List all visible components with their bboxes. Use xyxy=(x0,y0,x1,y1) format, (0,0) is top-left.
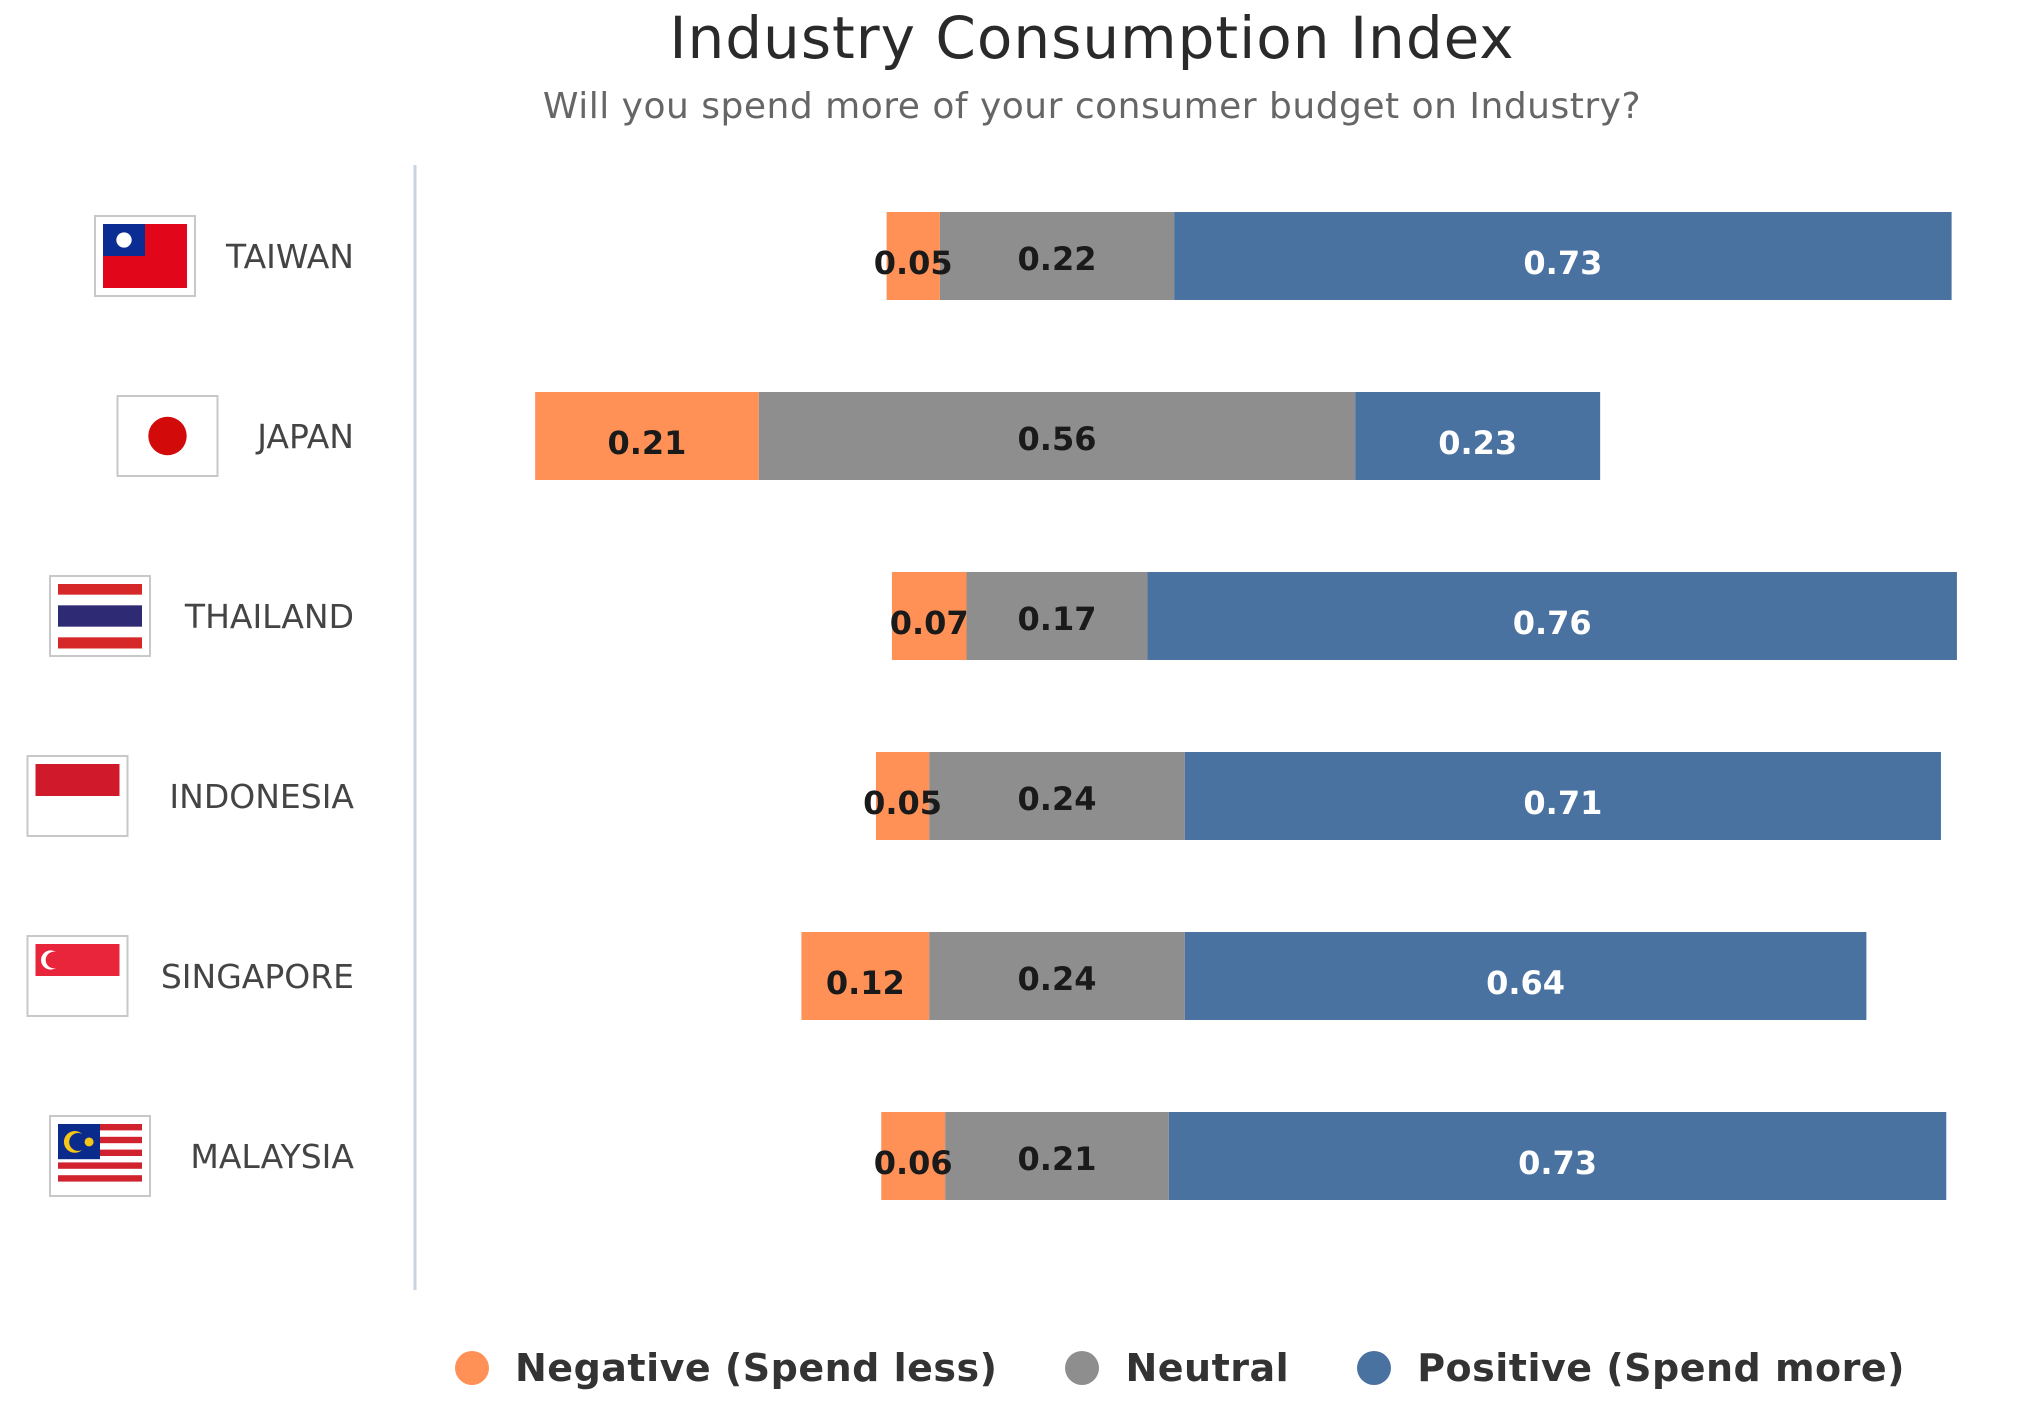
data-label-negative-malaysia: 0.06 xyxy=(874,1144,953,1182)
data-label-negative-japan: 0.21 xyxy=(607,424,686,462)
data-label-positive-singapore: 0.64 xyxy=(1486,964,1565,1002)
malaysia-flag-icon xyxy=(49,1115,151,1197)
thailand-flag-icon xyxy=(49,575,151,657)
legend-marker-positive xyxy=(1357,1351,1392,1385)
category-label-thailand: THAILAND xyxy=(184,597,354,636)
bar-negative-singapore[interactable] xyxy=(801,932,930,1020)
chart-subtitle: Will you spend more of your consumer bud… xyxy=(542,86,1642,127)
bar-neutral-taiwan[interactable] xyxy=(939,212,1175,300)
data-label-negative-taiwan: 0.05 xyxy=(874,244,953,282)
bar-positive-indonesia[interactable] xyxy=(1184,752,1941,840)
data-label-positive-thailand: 0.76 xyxy=(1513,604,1592,642)
data-label-positive-taiwan: 0.73 xyxy=(1523,244,1602,282)
bar-positive-japan[interactable] xyxy=(1355,392,1601,480)
data-label-neutral-thailand: 0.17 xyxy=(1018,600,1097,638)
legend-item-positive[interactable]: Positive (Spend more) xyxy=(1357,1346,1905,1390)
bar-negative-malaysia[interactable] xyxy=(881,1112,946,1200)
chart-legend: Negative (Spend less) Neutral Positive (… xyxy=(455,1338,1973,1398)
bar-positive-malaysia[interactable] xyxy=(1168,1112,1947,1200)
category-label-indonesia: INDONESIA xyxy=(169,777,354,816)
legend-item-neutral[interactable]: Neutral xyxy=(1065,1346,1289,1390)
japan-flag-icon xyxy=(116,395,219,477)
data-label-negative-indonesia: 0.05 xyxy=(863,784,942,822)
bar-positive-thailand[interactable] xyxy=(1147,572,1957,660)
legend-label-neutral: Neutral xyxy=(1125,1346,1290,1390)
bar-neutral-indonesia[interactable] xyxy=(929,752,1185,840)
bar-positive-singapore[interactable] xyxy=(1184,932,1867,1020)
bar-negative-indonesia[interactable] xyxy=(875,752,930,840)
legend-item-negative[interactable]: Negative (Spend less) xyxy=(455,1346,997,1390)
data-label-positive-japan: 0.23 xyxy=(1438,424,1517,462)
indonesia-flag-icon xyxy=(26,755,129,837)
chart-title: Industry Consumption Index xyxy=(669,4,1515,72)
category-label-japan: JAPAN xyxy=(255,417,354,456)
legend-marker-neutral xyxy=(1065,1351,1100,1385)
legend-marker-negative xyxy=(455,1351,489,1385)
data-label-neutral-singapore: 0.24 xyxy=(1018,960,1097,998)
data-label-negative-singapore: 0.12 xyxy=(826,964,905,1002)
singapore-flag-icon xyxy=(26,935,129,1017)
legend-label-positive: Positive (Spend more) xyxy=(1417,1346,1906,1390)
taiwan-flag-icon xyxy=(94,215,196,297)
bar-negative-taiwan[interactable] xyxy=(886,212,940,300)
bar-neutral-malaysia[interactable] xyxy=(945,1112,1169,1200)
bar-negative-thailand[interactable] xyxy=(891,572,967,660)
data-label-neutral-indonesia: 0.24 xyxy=(1018,780,1097,818)
bar-neutral-japan[interactable] xyxy=(758,392,1356,480)
bar-positive-taiwan[interactable] xyxy=(1174,212,1952,300)
data-label-neutral-japan: 0.56 xyxy=(1018,420,1097,458)
bar-negative-japan[interactable] xyxy=(535,392,759,480)
data-label-negative-thailand: 0.07 xyxy=(890,604,969,642)
data-label-positive-indonesia: 0.71 xyxy=(1523,784,1602,822)
category-label-malaysia: MALAYSIA xyxy=(190,1137,354,1176)
data-label-neutral-taiwan: 0.22 xyxy=(1018,240,1097,278)
legend-label-negative: Negative (Spend less) xyxy=(515,1346,998,1390)
data-label-positive-malaysia: 0.73 xyxy=(1518,1144,1597,1182)
data-label-neutral-malaysia: 0.21 xyxy=(1018,1140,1097,1178)
category-label-singapore: SINGAPORE xyxy=(161,957,354,996)
bar-neutral-thailand[interactable] xyxy=(966,572,1148,660)
bar-neutral-singapore[interactable] xyxy=(929,932,1185,1020)
category-label-taiwan: TAIWAN xyxy=(225,237,354,276)
